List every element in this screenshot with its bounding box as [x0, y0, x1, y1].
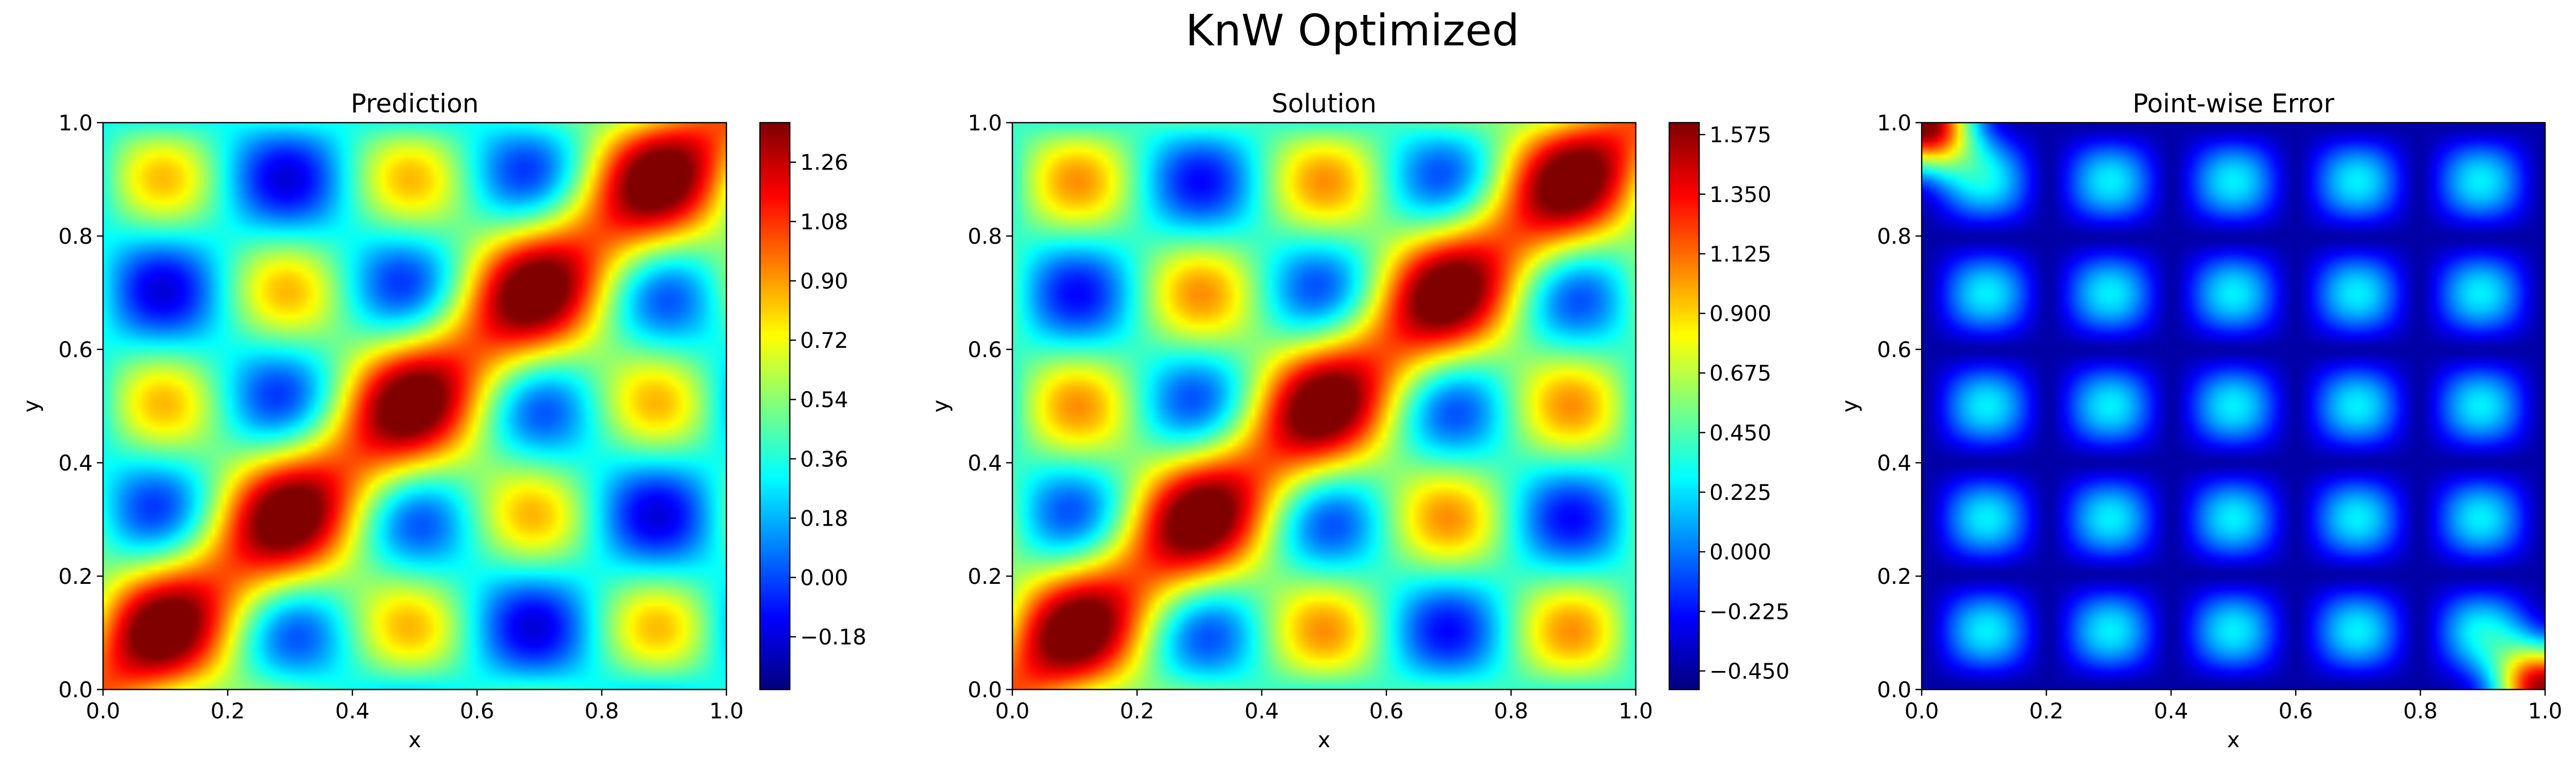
colorbar-tick-label: −0.450 — [1709, 659, 1789, 684]
colorbar-tick-label: 0.900 — [1709, 301, 1771, 326]
panel-solution: Solution 0.0 0.2 0.4 0.6 0.8 1.0 0.0 0.2 0.4 0.6 0.… — [928, 89, 1789, 752]
heatmap-solution — [1012, 123, 1636, 690]
x-tick-label: 0.0 — [1905, 698, 1939, 724]
colorbar-tick-label: 0.675 — [1709, 361, 1771, 386]
colorbar-gradient — [760, 123, 790, 690]
figure-title: KnW Optimized — [1185, 5, 1519, 56]
panel-title: Point-wise Error — [2132, 89, 2334, 119]
x-tick-label: 0.6 — [460, 698, 495, 724]
y-tick-label: 0.8 — [1877, 224, 1911, 249]
x-tick-label: 1.0 — [709, 698, 744, 724]
y-axis-label: y — [1837, 400, 1862, 413]
y-tick-label: 0.4 — [968, 450, 1002, 476]
y-axis-label: y — [19, 400, 44, 413]
y-tick-label: 0.2 — [968, 564, 1002, 589]
panel-title: Prediction — [351, 89, 479, 119]
y-tick-label: 0.8 — [58, 224, 93, 249]
colorbar-prediction: −0.18 0.00 0.18 0.36 0.54 0.72 0.90 1.08 1.26 — [759, 122, 867, 691]
y-tick-label: 1.0 — [968, 110, 1002, 136]
colorbar-tick-label: 1.08 — [800, 209, 849, 234]
colorbar-tick-label: 0.18 — [800, 506, 849, 531]
colorbar-solution: −0.450 −0.225 0.000 0.225 0.450 0.675 0.900 1.1… — [1668, 122, 1789, 691]
x-tick-label: 0.2 — [2029, 698, 2064, 724]
x-tick-label: 0.8 — [2403, 698, 2438, 724]
y-tick-label: 0.2 — [58, 564, 93, 589]
y-tick-label: 0.0 — [1877, 677, 1911, 702]
x-tick-label: 0.4 — [335, 698, 370, 724]
x-tick-label: 0.6 — [1369, 698, 1404, 724]
colorbar-frame — [1668, 122, 1700, 691]
colorbar-tick-label: 1.125 — [1709, 241, 1771, 266]
colorbar-tick-label: −0.18 — [800, 625, 867, 650]
heatmap-prediction — [103, 123, 726, 690]
colorbar-tick-label: 1.575 — [1709, 122, 1771, 147]
x-axis-label: x — [409, 727, 421, 752]
x-tick-label: 0.8 — [1494, 698, 1529, 724]
y-tick-label: 0.2 — [1877, 564, 1911, 589]
y-axis-label: y — [928, 400, 953, 413]
plot-frame — [1011, 122, 1637, 691]
panel-title: Solution — [1272, 89, 1377, 119]
colorbar-tick-label: 0.000 — [1709, 540, 1771, 565]
y-tick-label: 0.6 — [968, 337, 1002, 362]
y-tick-label: 0.6 — [58, 337, 93, 362]
plot-frame — [1921, 122, 2546, 691]
colorbar-tick-label: 1.350 — [1709, 182, 1771, 207]
colorbar-tick-label: −0.225 — [1709, 599, 1789, 624]
colorbar-tick-label: 0.72 — [800, 328, 849, 353]
y-tick-label: 0.8 — [968, 224, 1002, 249]
plot-frame — [102, 122, 727, 691]
x-tick-label: 0.0 — [86, 698, 121, 724]
colorbar-frame — [759, 122, 791, 691]
x-tick-label: 1.0 — [1619, 698, 1653, 724]
panel-prediction: Prediction 0.0 0.2 0.4 0.6 0.8 1.0 0.0 0.2 0.4 0.6… — [19, 89, 867, 752]
colorbar-tick-label: 0.450 — [1709, 420, 1771, 445]
colorbar-tick-label: 0.00 — [800, 565, 849, 591]
x-tick-label: 0.2 — [1120, 698, 1155, 724]
x-tick-label: 0.4 — [1245, 698, 1279, 724]
x-tick-label: 0.0 — [995, 698, 1030, 724]
colorbar-tick-label: 0.54 — [800, 387, 849, 412]
x-tick-label: 0.2 — [211, 698, 245, 724]
x-tick-label: 0.6 — [2279, 698, 2313, 724]
x-tick-label: 0.8 — [585, 698, 619, 724]
x-tick-label: 1.0 — [2528, 698, 2563, 724]
panel-error: Point-wise Error 0.0 0.2 0.4 0.6 0.8 1.0 0.0 0.2… — [1837, 89, 2563, 752]
colorbar-tick-label: 0.36 — [800, 446, 849, 472]
y-tick-label: 0.4 — [58, 450, 93, 476]
colorbar-tick-label: 1.26 — [800, 150, 849, 175]
colorbar-tick-label: 0.225 — [1709, 480, 1771, 505]
colorbar-tick-label: 0.90 — [800, 268, 849, 294]
x-axis-label: x — [1318, 727, 1331, 752]
y-tick-label: 0.0 — [968, 677, 1002, 702]
y-tick-label: 0.4 — [1877, 450, 1911, 476]
colorbar-gradient — [1669, 123, 1699, 690]
y-tick-label: 0.0 — [58, 677, 93, 702]
heatmap-error — [1922, 123, 2545, 690]
x-axis-label: x — [2227, 727, 2240, 752]
y-tick-label: 1.0 — [1877, 110, 1911, 136]
x-tick-label: 0.4 — [2154, 698, 2189, 724]
y-tick-label: 1.0 — [58, 110, 93, 136]
y-tick-label: 0.6 — [1877, 337, 1911, 362]
